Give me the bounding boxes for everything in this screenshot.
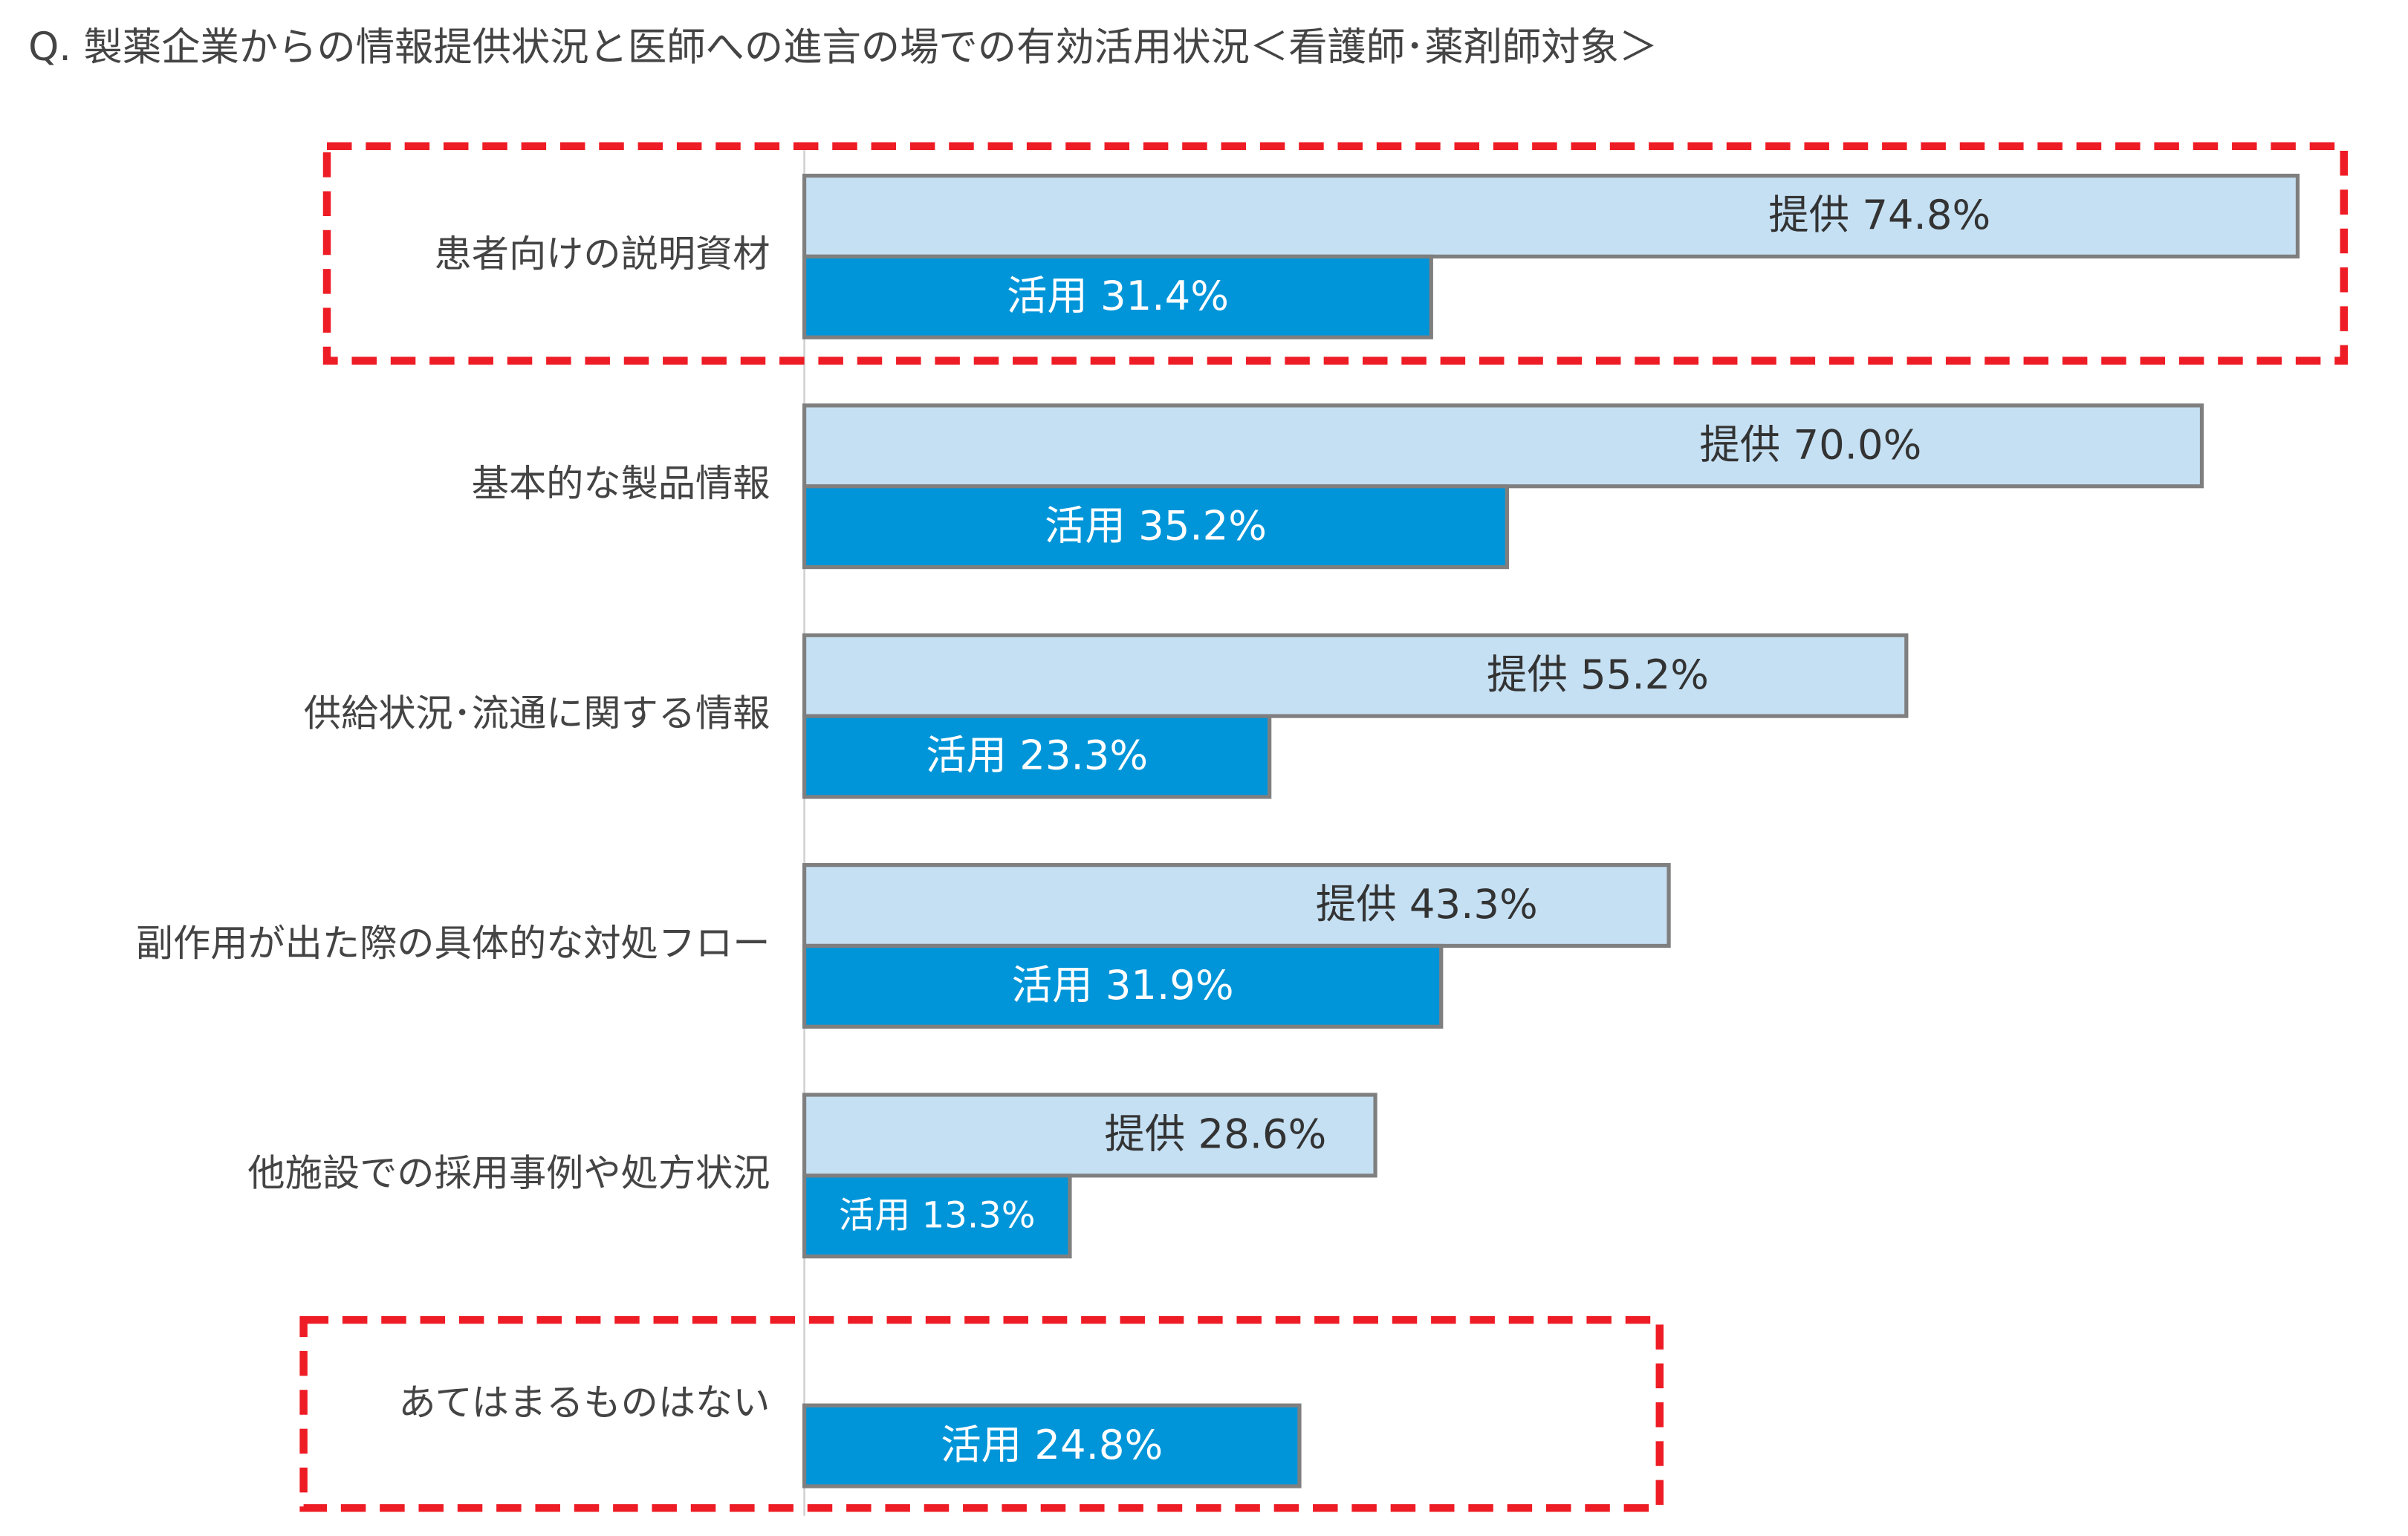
value-label: 提供 55.2% [1487,651,1709,698]
category-label: 副作用が出た際の具体的な対処フロー [136,921,770,965]
value-label: 活用 31.4% [1007,272,1229,319]
value-label: 提供 28.6% [1104,1110,1326,1158]
highlight-box [299,1315,1664,1512]
value-label: 活用 24.8% [941,1421,1163,1468]
bar [802,1174,1072,1259]
value-label: 提供 70.0% [1699,421,1921,469]
value-label: 提供 74.8% [1768,191,1990,238]
bar [802,1093,1377,1178]
bar [802,714,1272,799]
value-label: 提供 43.3% [1316,880,1538,928]
bar [802,403,2204,489]
bar [802,862,1671,948]
category-label: 患者向けの説明資材 [435,232,770,276]
value-label: 活用 13.3% [839,1194,1035,1236]
chart-title: Q. 製薬企業からの情報提供状況と医師への進言の場での有効活用状況＜看護師･薬剤… [28,25,1658,70]
bar [802,254,1433,339]
bar [802,484,1510,570]
value-label: 活用 23.3% [926,732,1148,779]
bar [802,943,1444,1029]
category-label: 基本的な製品情報 [472,461,770,505]
value-label: 活用 35.2% [1045,501,1267,549]
category-label: 他施設での採用事例や処方状況 [247,1151,770,1194]
highlight-box [322,142,2348,365]
bar [802,1403,1302,1488]
bar [802,173,2300,258]
category-label: あてはまるものはない [398,1381,770,1425]
bar [802,633,1909,718]
value-label: 活用 31.9% [1012,961,1234,1009]
category-label: 供給状況･流通に関する情報 [304,691,770,735]
